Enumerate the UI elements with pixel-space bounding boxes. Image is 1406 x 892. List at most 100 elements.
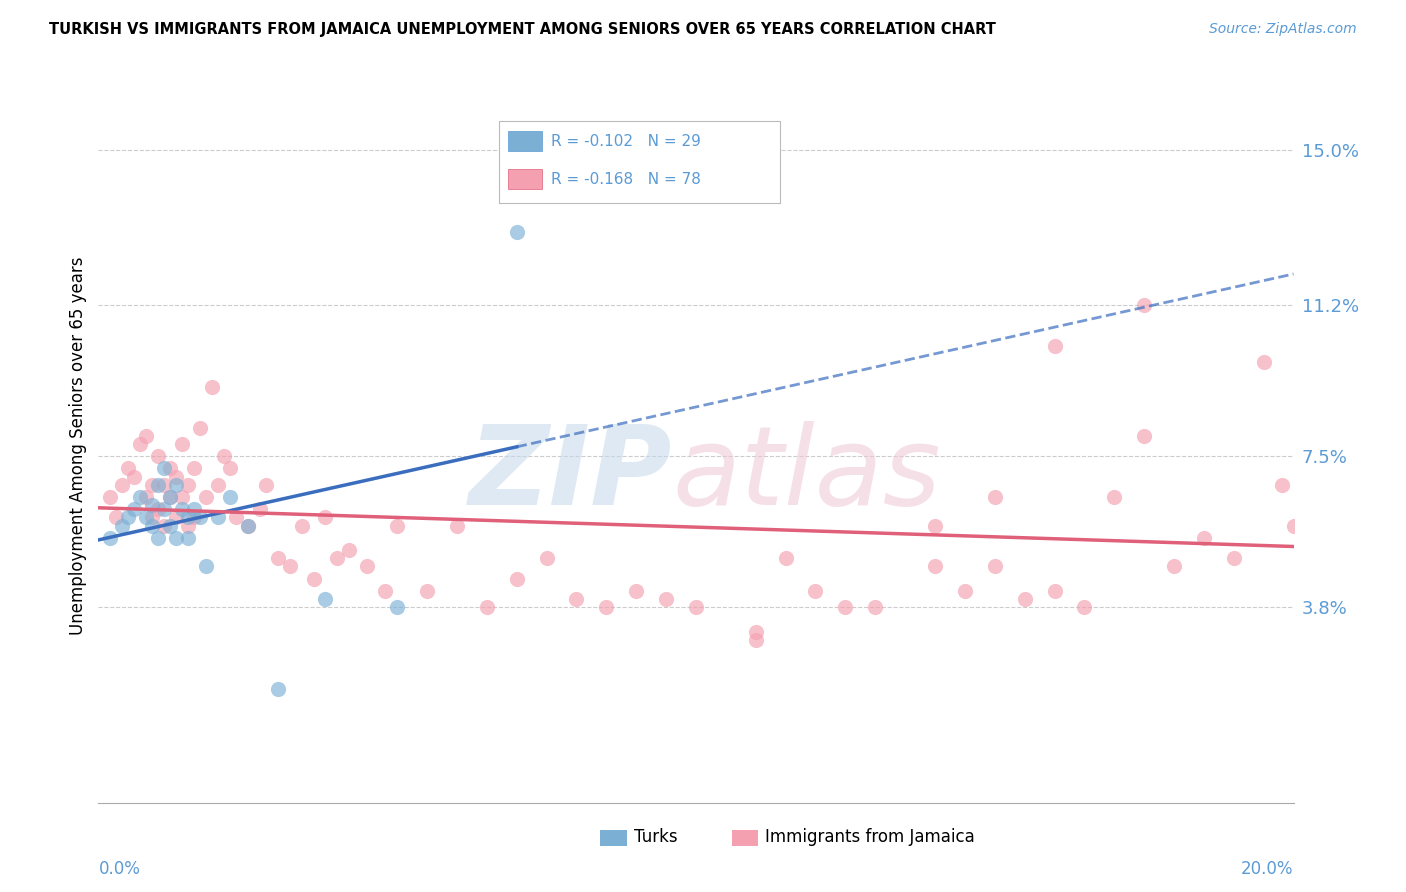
Point (177, 510, 200, 524)
Point (1014, 591, 1036, 606)
Point (219, 461, 242, 475)
Point (1043, 339, 1066, 353)
Point (141, 498, 163, 512)
Point (302, 572, 325, 586)
Point (153, 461, 176, 475)
Point (129, 437, 152, 451)
Point (865, 600, 887, 615)
Bar (509, 131, 541, 152)
Text: Source: ZipAtlas.com: Source: ZipAtlas.com (1209, 22, 1357, 37)
Point (326, 551, 349, 566)
Point (924, 559, 946, 574)
Point (356, 559, 378, 574)
Point (1043, 583, 1066, 598)
Point (153, 518, 176, 533)
Point (626, 583, 648, 598)
Point (775, 551, 797, 566)
Point (1282, 518, 1305, 533)
Point (225, 510, 247, 524)
Y-axis label: Unemployment Among Seniors over 65 years: Unemployment Among Seniors over 65 years (69, 257, 87, 635)
Point (1223, 551, 1246, 566)
Text: R = -0.102   N = 29: R = -0.102 N = 29 (551, 134, 702, 149)
Point (219, 490, 242, 504)
Point (1253, 355, 1275, 369)
Point (267, 681, 290, 696)
Point (1133, 429, 1156, 443)
Point (834, 600, 856, 615)
Point (188, 420, 211, 434)
Point (278, 559, 301, 574)
Point (416, 583, 439, 598)
Point (655, 591, 678, 606)
Point (984, 559, 1007, 574)
Point (159, 490, 181, 504)
Point (1163, 559, 1185, 574)
Point (172, 490, 194, 504)
Point (129, 490, 152, 504)
Point (148, 531, 170, 545)
Point (98, 490, 122, 504)
Point (98, 531, 122, 545)
Point (195, 490, 218, 504)
Point (183, 502, 205, 516)
Point (124, 502, 146, 516)
Point (141, 510, 163, 524)
Point (148, 502, 170, 516)
Point (195, 559, 218, 574)
Point (506, 572, 529, 586)
Point (924, 518, 946, 533)
Point (111, 477, 134, 491)
Text: Immigrants from Jamaica: Immigrants from Jamaica (765, 828, 974, 846)
Point (201, 380, 224, 394)
Point (177, 531, 200, 545)
Bar (733, 830, 758, 846)
Point (1271, 477, 1294, 491)
Text: R = -0.168   N = 78: R = -0.168 N = 78 (551, 171, 702, 186)
Point (953, 583, 976, 598)
Point (135, 490, 157, 504)
Point (1133, 298, 1156, 312)
Point (236, 518, 259, 533)
Point (745, 624, 768, 639)
Point (475, 600, 498, 615)
Point (141, 518, 163, 533)
Point (1104, 490, 1126, 504)
Point (124, 469, 146, 483)
Point (267, 551, 290, 566)
Text: atlas: atlas (672, 421, 941, 528)
Bar (600, 830, 627, 846)
Point (249, 502, 271, 516)
Point (315, 510, 337, 524)
Text: Turks: Turks (634, 828, 678, 846)
Text: TURKISH VS IMMIGRANTS FROM JAMAICA UNEMPLOYMENT AMONG SENIORS OVER 65 YEARS CORR: TURKISH VS IMMIGRANTS FROM JAMAICA UNEMP… (49, 22, 995, 37)
Text: 20.0%: 20.0% (1241, 860, 1294, 878)
Point (165, 469, 187, 483)
Point (172, 502, 194, 516)
Bar (509, 169, 541, 189)
Point (1073, 600, 1095, 615)
Point (595, 600, 617, 615)
Point (153, 477, 176, 491)
Point (177, 518, 200, 533)
Point (159, 490, 181, 504)
Point (984, 490, 1007, 504)
Point (565, 591, 588, 606)
Point (385, 600, 409, 615)
Point (374, 583, 396, 598)
Text: ZIP: ZIP (468, 421, 672, 528)
Point (153, 502, 176, 516)
Point (188, 510, 211, 524)
FancyBboxPatch shape (499, 121, 780, 203)
Point (165, 510, 187, 524)
Point (135, 429, 157, 443)
Point (111, 518, 134, 533)
Point (315, 591, 337, 606)
Point (446, 518, 468, 533)
Point (745, 632, 768, 647)
Point (148, 477, 170, 491)
Point (339, 543, 361, 558)
Point (177, 477, 200, 491)
Point (536, 551, 558, 566)
Point (172, 437, 194, 451)
Point (165, 531, 187, 545)
